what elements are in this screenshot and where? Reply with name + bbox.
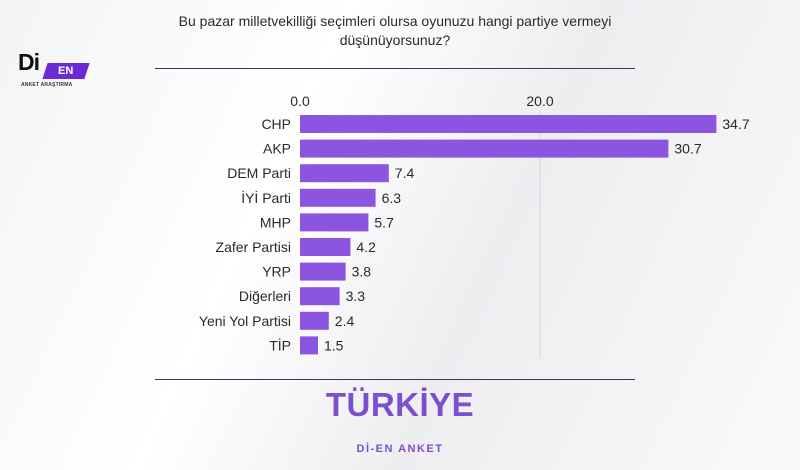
survey-question: Bu pazar milletvekilliği seçimleri olurs… [150,12,640,50]
value-label: 34.7 [722,116,749,132]
value-label: 6.3 [382,190,402,206]
category-label: AKP [263,141,291,157]
bar [300,213,369,232]
country-label: TÜRKİYE [325,386,475,423]
category-label: TİP [269,336,291,353]
category-label: YRP [262,264,291,280]
category-label: Zafer Partisi [216,239,291,255]
category-label: İYİ Parti [241,189,291,206]
value-label: 4.2 [356,239,376,255]
bar [300,336,318,355]
category-label: DEM Parti [227,165,291,181]
question-line-1: Bu pazar milletvekilliği seçimleri olurs… [178,13,612,29]
category-label: Diğerleri [239,288,291,304]
value-label: 1.5 [324,337,344,353]
bar [300,139,669,158]
x-tick-label: 20.0 [526,93,553,109]
value-label: 7.4 [395,165,415,181]
logo-main-text: Di [18,49,40,75]
brand-logo: Di EN ANKET ARAŞTIRMA [18,50,98,90]
value-label: 3.3 [346,288,366,304]
bar [300,287,340,306]
x-tick-label: 0.0 [290,93,310,109]
bar [300,311,329,330]
value-label: 2.4 [335,313,355,329]
bottom-divider [155,379,635,380]
category-label: MHP [260,214,291,230]
top-divider [155,68,635,69]
question-line-2: düşünüyorsunuz? [339,32,451,48]
bar [300,188,376,207]
category-label: Yeni Yol Partisi [199,313,291,329]
value-label: 3.8 [352,264,372,280]
source-label: Dİ-EN ANKET [356,443,444,455]
bar [300,238,351,256]
bar [300,164,389,183]
bar [300,115,717,133]
bar [300,262,346,281]
value-label: 30.7 [674,141,701,157]
category-label: CHP [261,116,291,132]
logo-subtitle: ANKET ARAŞTIRMA [21,82,73,88]
value-label: 5.7 [374,214,394,230]
